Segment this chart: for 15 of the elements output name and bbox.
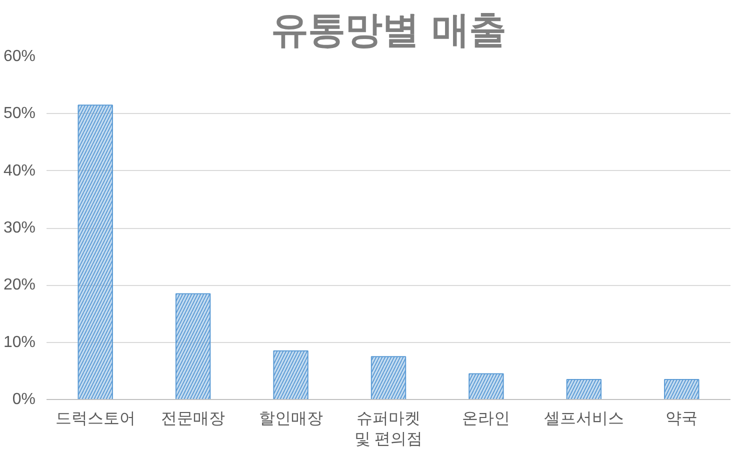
y-tick-label: 20%	[3, 276, 36, 294]
x-tick-label: 온라인	[462, 410, 510, 428]
y-tick-label: 40%	[3, 162, 36, 180]
y-tick-label: 60%	[3, 48, 36, 65]
x-tick-label: 할인매장	[258, 410, 323, 428]
x-tick-label: 약국	[666, 410, 698, 428]
x-tick-label: 셀프서비스	[544, 410, 624, 428]
x-tick-label: 드럭스토어	[55, 410, 136, 428]
chart-title: 유통망별 매출	[271, 8, 506, 52]
y-tick-label: 50%	[3, 105, 36, 122]
y-tick-label: 10%	[3, 334, 36, 351]
x-tick-label: 슈퍼마켓 및 편의점	[354, 410, 423, 448]
y-tick-label: 30%	[3, 220, 36, 236]
x-tick-label: 전문매장	[161, 410, 226, 428]
y-tick-label: 0%	[12, 391, 36, 408]
